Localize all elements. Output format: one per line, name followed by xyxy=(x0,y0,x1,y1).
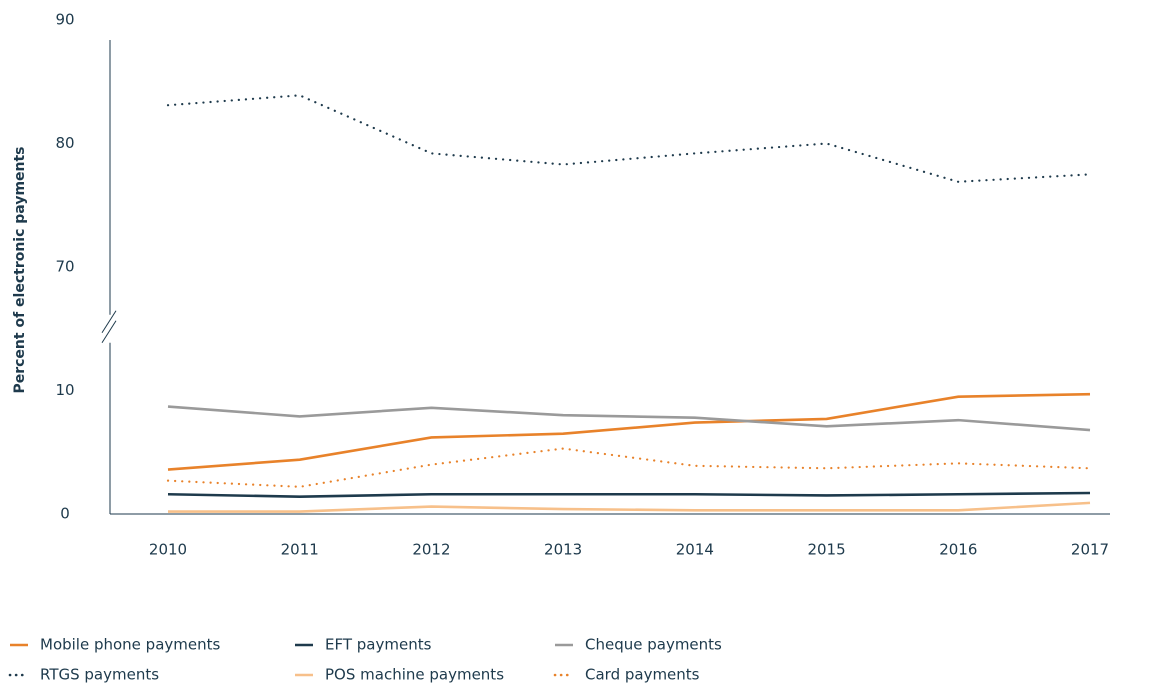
legend-label: Card payments xyxy=(585,666,700,684)
legend-label: RTGS payments xyxy=(40,666,159,684)
series-line xyxy=(168,501,1091,513)
legend-label: EFT payments xyxy=(325,636,432,654)
series-line xyxy=(166,447,1092,488)
series-line xyxy=(166,94,1092,183)
y-tick-label: 10 xyxy=(55,381,74,399)
x-tick-label: 2016 xyxy=(939,541,977,559)
x-tick-label: 2015 xyxy=(807,541,845,559)
legend-label: POS machine payments xyxy=(325,666,504,684)
legend-label: Mobile phone payments xyxy=(40,636,221,654)
x-tick-label: 2010 xyxy=(149,541,187,559)
x-tick-label: 2011 xyxy=(281,541,319,559)
legend-label: Cheque payments xyxy=(585,636,722,654)
axis-break xyxy=(101,320,117,344)
y-tick-label: 0 xyxy=(60,505,70,523)
y-tick-label: 90 xyxy=(55,11,74,29)
y-tick-label: 70 xyxy=(55,258,74,276)
y-axis-label: Percent of electronic payments xyxy=(12,146,28,393)
axis-break xyxy=(101,310,117,334)
x-tick-label: 2014 xyxy=(676,541,714,559)
series-line xyxy=(167,392,1091,471)
x-tick-label: 2017 xyxy=(1071,541,1109,559)
x-tick-label: 2012 xyxy=(412,541,450,559)
x-tick-label: 2013 xyxy=(544,541,582,559)
y-tick-label: 80 xyxy=(55,134,74,152)
series-line xyxy=(167,491,1091,499)
series-line xyxy=(167,405,1091,432)
